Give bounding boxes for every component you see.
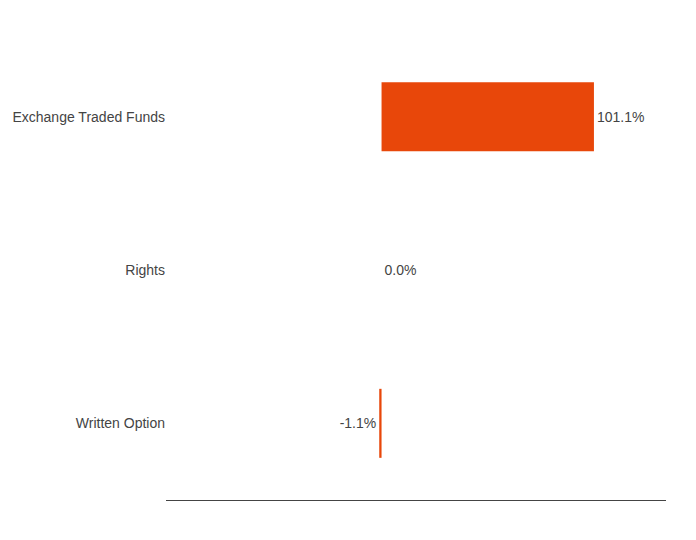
svg-text:101.1%: 101.1% [597, 109, 644, 125]
svg-text:0.0%: 0.0% [385, 262, 417, 278]
svg-text:Written Option: Written Option [76, 415, 165, 431]
svg-text:Exchange Traded Funds: Exchange Traded Funds [12, 109, 165, 125]
svg-text:Rights: Rights [125, 262, 165, 278]
svg-text:-1.1%: -1.1% [340, 415, 377, 431]
